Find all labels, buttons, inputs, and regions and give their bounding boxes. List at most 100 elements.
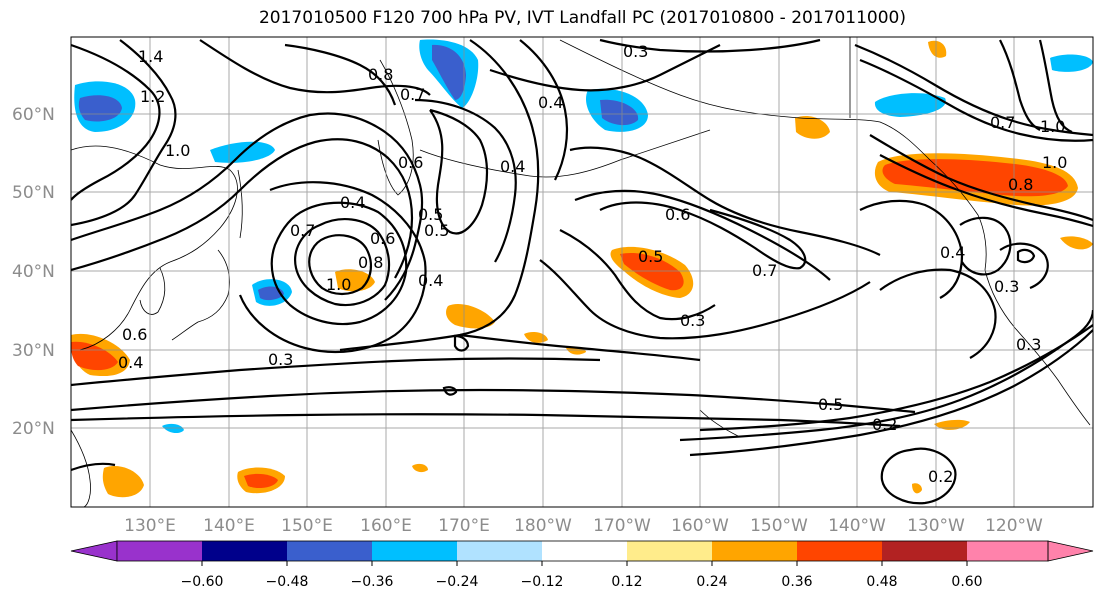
pv-contour — [71, 112, 424, 301]
pv-contour — [71, 357, 601, 387]
shading-negative-patch — [432, 44, 466, 100]
coastline-philippines — [71, 429, 91, 507]
shading-positive-patch — [795, 115, 830, 139]
lon-label: 170°W — [593, 516, 651, 536]
colorbar-segment — [542, 541, 627, 561]
lon-label: 160°W — [671, 516, 729, 536]
contour-label: 0.5 — [418, 205, 443, 224]
lon-label: 130°E — [124, 516, 176, 536]
contour-label: 0.4 — [500, 157, 525, 176]
shaded-anomaly-patches — [71, 39, 1093, 498]
pv-contour — [199, 39, 431, 96]
shading-negative-patch — [874, 93, 946, 117]
shading-positive-patch — [102, 465, 144, 498]
pv-contour — [71, 462, 116, 472]
pv-contour — [999, 242, 1049, 290]
pv-contour — [1038, 39, 1073, 134]
pv-contour — [539, 259, 871, 340]
pv-contour — [489, 44, 721, 92]
pv-contour — [859, 58, 1093, 142]
colorbar-arrow-left — [70, 540, 118, 562]
shading-positive-patch — [244, 473, 278, 488]
pv-contour — [599, 201, 807, 270]
pv-contour — [459, 333, 701, 362]
colorbar-tick-label: −0.36 — [351, 574, 394, 590]
contour-label: 1.4 — [138, 47, 163, 66]
contour-label: 0.5 — [818, 395, 843, 414]
coastline-bc — [929, 159, 987, 271]
contour-label: 0.7 — [400, 85, 425, 104]
coastline-aleutians — [419, 129, 711, 178]
pv-contour — [999, 39, 1041, 131]
contour-label: 0.8 — [368, 65, 393, 84]
contour-label: 0.2 — [928, 467, 953, 486]
coastlines — [71, 37, 1091, 507]
lon-label: 170°E — [438, 516, 490, 536]
colorbar-segment — [202, 541, 287, 561]
pv-contour — [71, 138, 414, 279]
pv-contour — [559, 229, 716, 321]
pv-contour — [859, 199, 964, 299]
shading-positive-patch — [524, 332, 548, 343]
colorbar-ticks — [201, 561, 968, 566]
longitude-labels: 130°E 140°E 150°E 160°E 170°E 180°W 170°… — [124, 516, 1043, 536]
coastline-asia — [71, 145, 238, 351]
pv-contour — [270, 201, 408, 326]
pv-contour — [308, 234, 372, 296]
colorbar-segment — [457, 541, 542, 561]
contour-label: 1.0 — [165, 141, 190, 160]
colorbar-segment — [882, 541, 967, 561]
pv-contour — [574, 189, 831, 281]
shading-positive-patch — [1060, 236, 1093, 250]
shading-negative-patch — [600, 99, 639, 126]
lat-label-60n: 60°N — [12, 105, 55, 125]
colorbar-segment — [967, 541, 1048, 561]
pv-contour — [284, 43, 397, 106]
pv-contour — [854, 43, 1093, 137]
lon-label: 150°E — [281, 516, 333, 536]
colorbar-segment — [627, 541, 712, 561]
colorbar-tick-label: 0.36 — [781, 574, 812, 590]
pv-contour — [519, 39, 569, 181]
coastline-sakhalin — [237, 169, 243, 239]
lon-label: 150°W — [750, 516, 808, 536]
contour-label: 0.4 — [538, 93, 563, 112]
contour-label: 0.8 — [358, 253, 383, 272]
contour-label: 0.4 — [340, 193, 365, 212]
contour-label: 1.0 — [1040, 117, 1065, 136]
shading-positive-patch — [928, 40, 947, 58]
contour-label: 0.3 — [1016, 335, 1041, 354]
contour-label: 0.8 — [1008, 175, 1033, 194]
contour-label: 0.3 — [680, 311, 705, 330]
lon-label: 120°W — [985, 516, 1043, 536]
colorbar-arrow-right — [1047, 540, 1094, 562]
shading-positive-patch — [620, 252, 684, 291]
lon-label: 160°E — [360, 516, 412, 536]
pv-contour — [869, 134, 1093, 222]
contour-label: 0.4 — [118, 353, 143, 372]
pv-contour — [879, 268, 997, 359]
lat-label-30n: 30°N — [12, 341, 55, 361]
colorbar-tick-label: −0.60 — [181, 574, 224, 590]
contour-label: 0.3 — [268, 350, 293, 369]
contour-label: 0.5 — [424, 221, 449, 240]
pv-contour — [71, 39, 177, 227]
pv-contour — [880, 447, 957, 505]
lon-label: 140°W — [828, 516, 886, 536]
shading-positive-patch — [934, 419, 970, 430]
contour-label: 0.6 — [398, 153, 423, 172]
contour-label: 1.0 — [1042, 153, 1067, 172]
contour-label: 0.3 — [623, 42, 648, 61]
pv-contour — [71, 43, 161, 201]
colorbar-tick-label: 0.48 — [866, 574, 897, 590]
coastline-hawaii — [699, 409, 739, 437]
contour-label: 0.7 — [752, 261, 777, 280]
colorbar-segment — [117, 541, 202, 561]
colorbar-segment — [287, 541, 372, 561]
shading-negative-patch — [1050, 54, 1093, 72]
colorbar-segment — [372, 541, 457, 561]
lon-label: 140°E — [203, 516, 255, 536]
figure-title: 2017010500 F120 700 hPa PV, IVT Landfall… — [258, 8, 906, 28]
colorbar-frame — [116, 540, 1049, 562]
